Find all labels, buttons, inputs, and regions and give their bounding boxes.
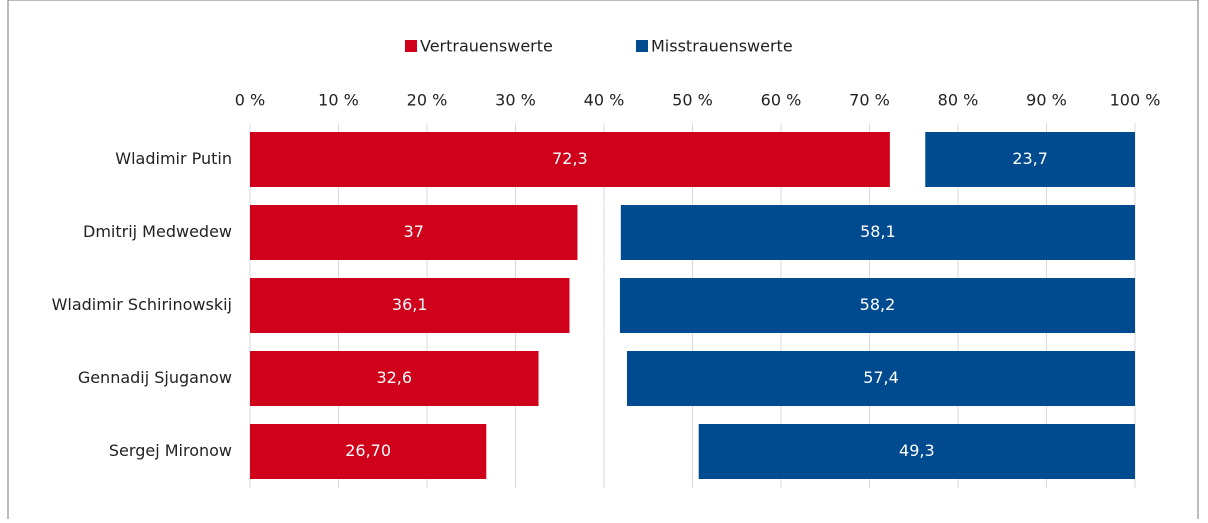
x-tick-label: 30 % [495, 91, 536, 110]
x-tick-label: 10 % [318, 91, 359, 110]
value-label: 58,2 [860, 295, 896, 314]
value-label: 49,3 [899, 441, 935, 460]
bar [620, 205, 1135, 260]
y-tick-label: Wladimir Putin [115, 149, 232, 168]
x-tick-label: 0 % [235, 91, 265, 110]
bar [250, 132, 890, 187]
x-tick-label: 20 % [407, 91, 448, 110]
x-tick-label: 60 % [761, 91, 802, 110]
value-label: 72,3 [552, 149, 588, 168]
x-tick-label: 40 % [584, 91, 625, 110]
value-label: 37 [404, 222, 424, 241]
x-tick-label: 90 % [1026, 91, 1067, 110]
x-tick-label: 70 % [849, 91, 890, 110]
legend-label: Misstrauenswerte [651, 37, 793, 56]
value-label: 57,4 [863, 368, 899, 387]
legend-label: Vertrauenswerte [420, 37, 553, 56]
y-tick-label: Wladimir Schirinowskij [52, 295, 232, 314]
frame [7, 0, 1199, 523]
legend-swatch [636, 40, 648, 52]
value-label: 26,70 [345, 441, 391, 460]
value-label: 36,1 [392, 295, 428, 314]
x-tick-label: 100 % [1110, 91, 1161, 110]
y-tick-label: Sergej Mironow [109, 441, 232, 460]
bar [619, 278, 1135, 333]
bar [698, 424, 1135, 479]
value-label: 32,6 [376, 368, 412, 387]
bar [250, 424, 487, 479]
legend-swatch [405, 40, 417, 52]
y-tick-label: Gennadij Sjuganow [78, 368, 232, 387]
value-label: 23,7 [1012, 149, 1048, 168]
bar [250, 205, 578, 260]
x-tick-label: 50 % [672, 91, 713, 110]
bar [250, 278, 570, 333]
value-label: 58,1 [860, 222, 896, 241]
y-tick-label: Dmitrij Medwedew [83, 222, 232, 241]
x-tick-label: 80 % [938, 91, 979, 110]
bar [250, 351, 539, 406]
bar [925, 132, 1135, 187]
bar [627, 351, 1135, 406]
